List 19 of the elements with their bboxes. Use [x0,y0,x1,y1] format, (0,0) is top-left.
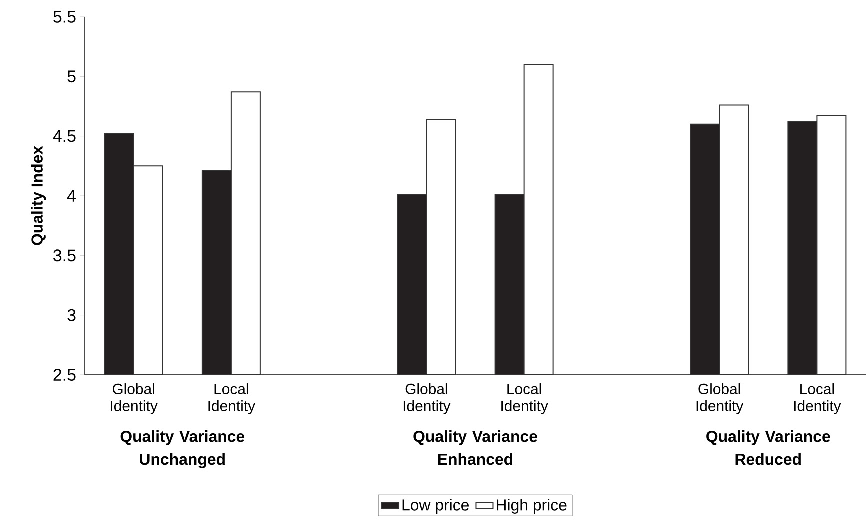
y-tick-label: 3 [68,309,76,322]
text: Quality Variance Reduced [706,430,830,466]
y-axis-title: Quality Index [31,146,46,246]
y-tick-label: 2.5 [54,369,76,381]
x-tick-label: Local Identity [208,384,256,414]
legend-label: High price [497,499,567,514]
y-tick-label: 4.5 [53,130,76,142]
y-tick-label: 4 [67,190,76,202]
y-tick-label: 5.5 [54,11,76,23]
y-tick-label: 5 [68,70,76,83]
text: Quality Variance Enhanced [414,430,538,466]
text: Quality Variance Unchanged [120,430,245,468]
x-tick-label: Global Identity [404,384,451,414]
x-tick-label: Global Identity [696,384,744,414]
x-tick-label: Local Identity [794,384,842,414]
x-tick-label: Local Identity [502,384,548,414]
legend-label: Low price [402,499,470,514]
x-tick-label: Global Identity [111,384,158,414]
y-tick-label: 3.5 [54,250,76,262]
